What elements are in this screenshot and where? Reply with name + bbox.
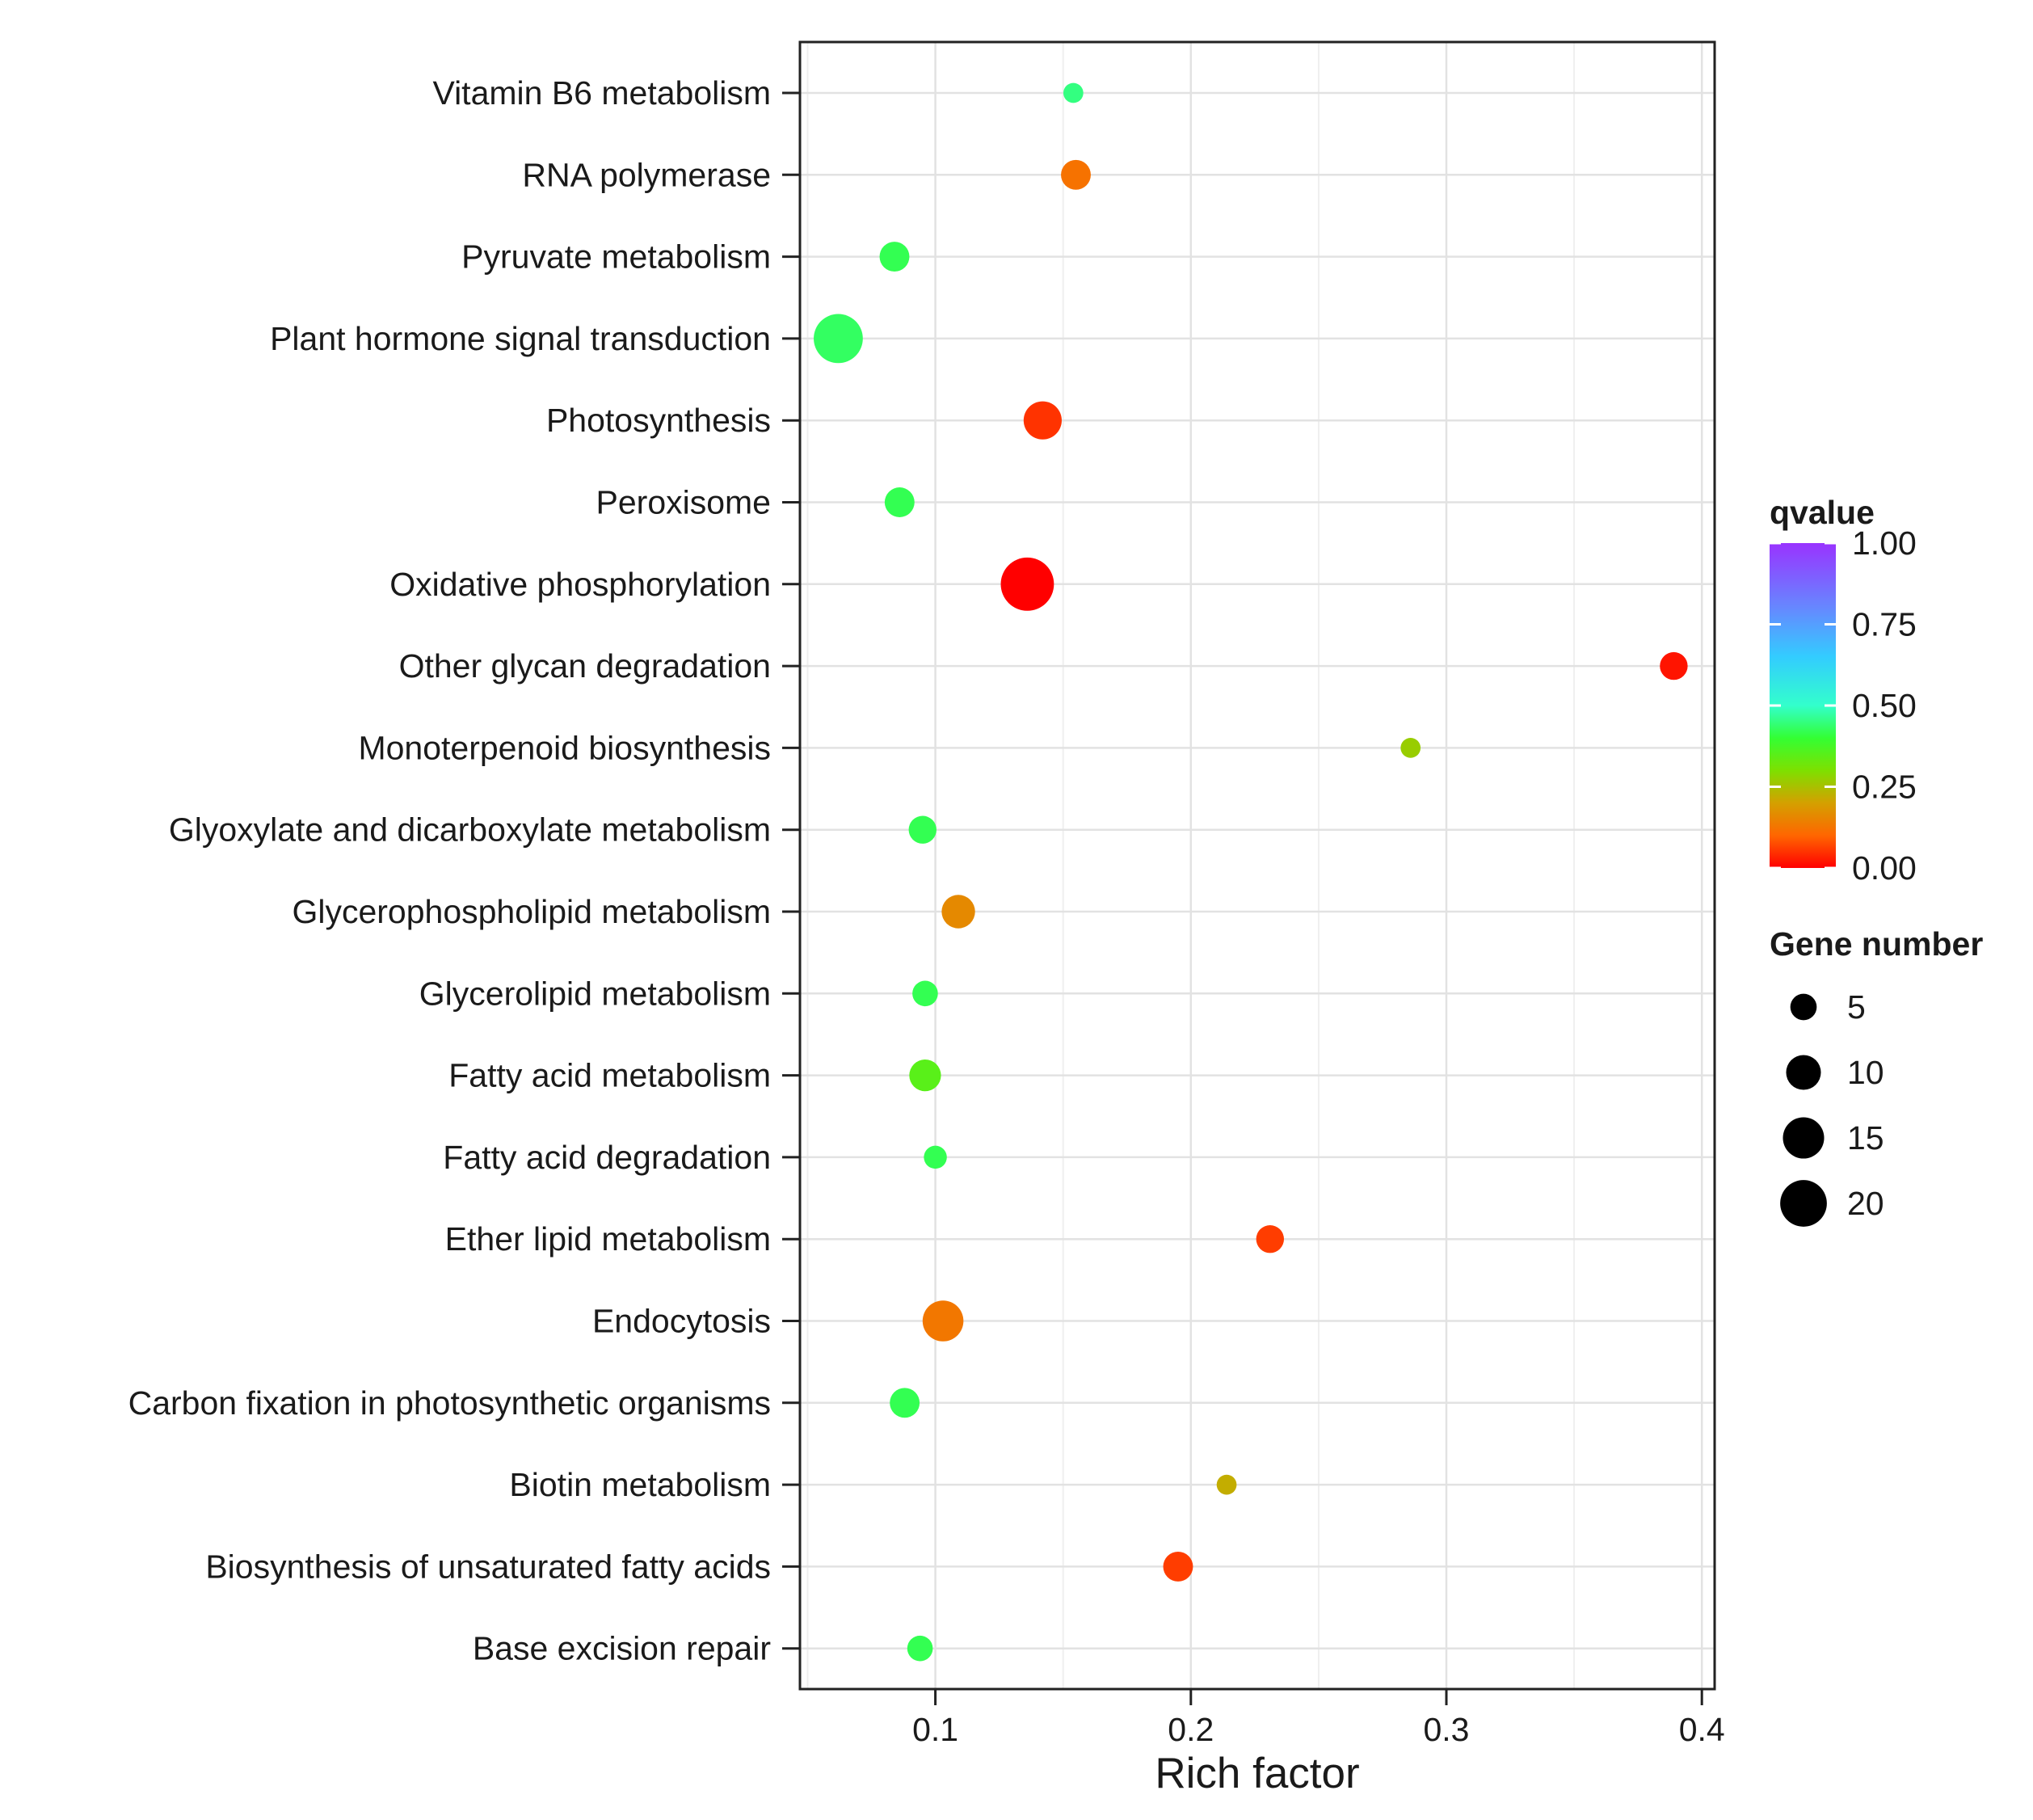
x-axis-title: Rich factor — [1155, 1750, 1359, 1797]
plot-panel — [800, 42, 1715, 1689]
y-tick-label: RNA polymerase — [522, 156, 771, 193]
data-point — [884, 487, 915, 517]
y-tick-label: Biosynthesis of unsaturated fatty acids — [205, 1548, 771, 1585]
y-tick-label: Vitamin B6 metabolism — [432, 74, 771, 112]
x-tick-label: 0.4 — [1679, 1711, 1725, 1748]
x-tick-label: 0.1 — [912, 1711, 958, 1748]
qvalue-legend-title: qvalue — [1770, 494, 1875, 531]
size-legend-dot — [1790, 993, 1817, 1021]
x-axis: 0.1 0.2 0.3 0.4 — [912, 1689, 1725, 1748]
size-legend-dot — [1783, 1117, 1825, 1159]
y-axis: Vitamin B6 metabolism RNA polymerase Pyruv… — [128, 74, 800, 1667]
qvalue-legend: qvalue 1.00 0.75 0.50 0.25 0.00 — [1770, 494, 1917, 887]
grid-lines — [800, 42, 1715, 1689]
y-tick-label: Other glycan degradation — [399, 647, 771, 685]
colorbar-tick-label: 0.75 — [1852, 606, 1917, 643]
y-tick-label: Ether lipid metabolism — [445, 1220, 771, 1258]
colorbar-tick-label: 1.00 — [1852, 525, 1917, 562]
y-tick-label: Glyoxylate and dicarboxylate metabolism — [169, 811, 771, 849]
y-tick-label: Photosynthesis — [546, 402, 771, 439]
data-point — [908, 815, 937, 844]
data-point — [890, 1388, 920, 1418]
data-points — [814, 82, 1688, 1662]
data-point — [1063, 82, 1084, 103]
data-point — [941, 895, 975, 929]
y-tick-label: Plant hormone signal transduction — [270, 320, 771, 357]
data-point — [879, 242, 910, 272]
gene-number-legend: Gene number 5 10 15 20 — [1770, 925, 1983, 1227]
y-tick-label: Biotin metabolism — [509, 1466, 771, 1503]
y-tick-label: Glycerophospholipid metabolism — [292, 893, 771, 930]
data-point — [924, 1145, 947, 1169]
data-point — [909, 1059, 941, 1092]
data-point — [1023, 401, 1062, 440]
colorbar-tick-label: 0.50 — [1852, 687, 1917, 724]
y-tick-label: Fatty acid metabolism — [448, 1057, 771, 1094]
y-tick-label: Glycerolipid metabolism — [419, 975, 771, 1012]
plot-border — [798, 40, 1716, 1691]
y-tick-label: Carbon fixation in photosynthetic organi… — [128, 1384, 771, 1422]
colorbar-tick-label: 0.25 — [1852, 769, 1917, 806]
size-legend-dot — [1786, 1055, 1821, 1090]
x-tick-label: 0.3 — [1423, 1711, 1469, 1748]
size-legend-label: 5 — [1847, 988, 1866, 1026]
y-tick-label: Monoterpenoid biosynthesis — [358, 729, 771, 766]
data-point — [1660, 651, 1688, 680]
size-legend-label: 10 — [1847, 1054, 1884, 1091]
y-tick-label: Pyruvate metabolism — [461, 238, 771, 276]
y-tick-label: Peroxisome — [596, 484, 771, 521]
y-tick-label: Fatty acid degradation — [443, 1139, 771, 1176]
gene-number-legend-title: Gene number — [1770, 925, 1983, 963]
data-point — [912, 980, 938, 1007]
colorbar-tick-label: 0.00 — [1852, 849, 1917, 887]
data-point — [1256, 1225, 1285, 1253]
size-legend-label: 20 — [1847, 1185, 1884, 1222]
y-tick-label: Oxidative phosphorylation — [389, 566, 771, 603]
y-tick-label: Base excision repair — [473, 1630, 771, 1667]
size-legend-label: 15 — [1847, 1119, 1884, 1156]
size-legend-dot — [1780, 1180, 1827, 1227]
data-point — [1000, 557, 1054, 611]
data-point — [1216, 1474, 1237, 1495]
data-point — [1061, 159, 1091, 190]
data-point — [814, 314, 863, 364]
x-tick-label: 0.2 — [1168, 1711, 1214, 1748]
data-point — [1400, 738, 1421, 758]
data-point — [922, 1300, 964, 1342]
data-point — [907, 1635, 933, 1662]
data-point — [1163, 1551, 1193, 1582]
y-tick-label: Endocytosis — [592, 1303, 771, 1340]
